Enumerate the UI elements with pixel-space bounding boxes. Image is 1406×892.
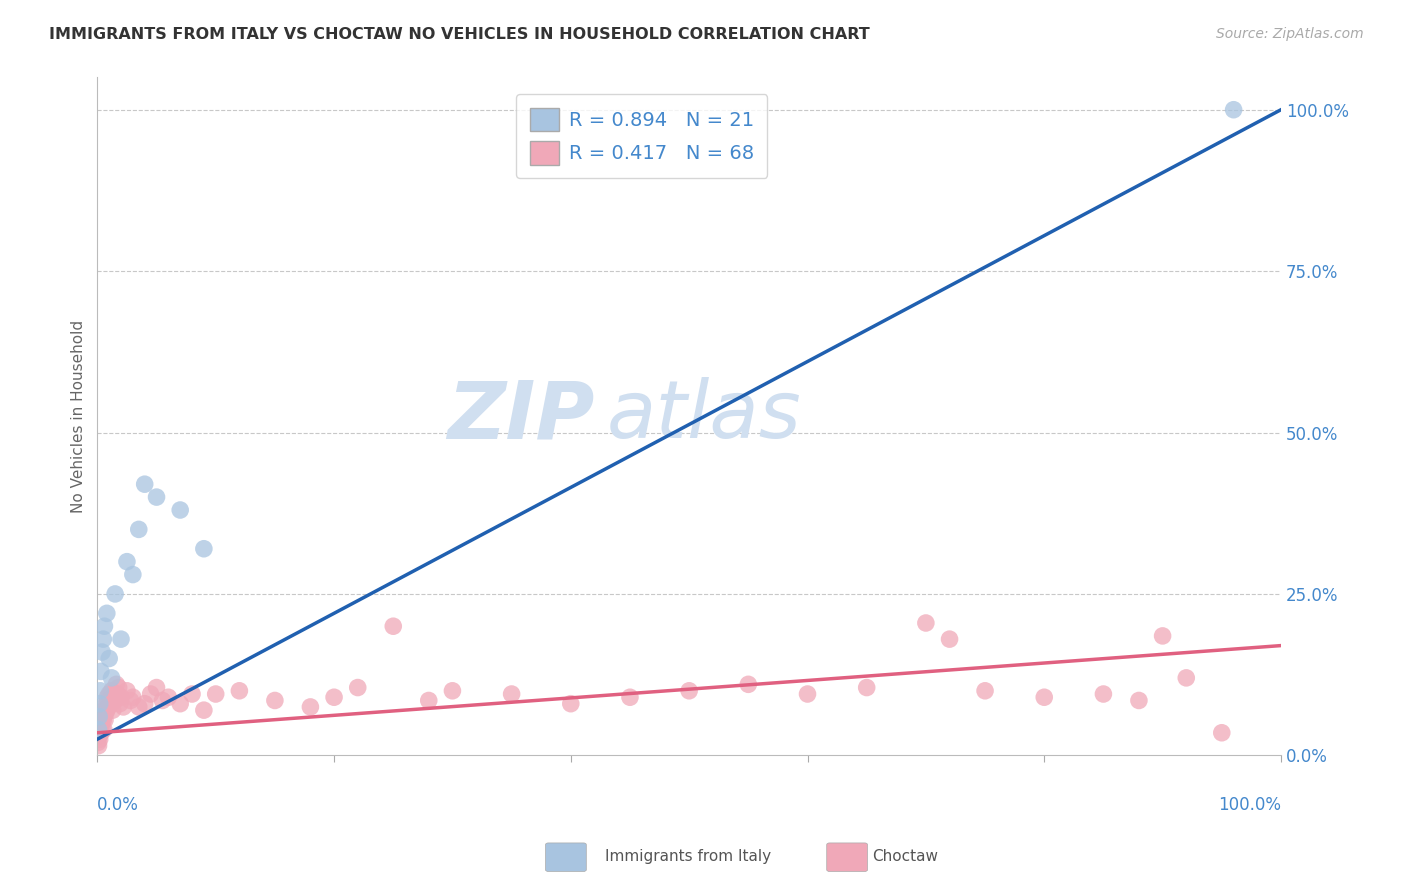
Point <box>101 703 124 717</box>
Point <box>169 503 191 517</box>
Point <box>89 697 111 711</box>
Point <box>104 587 127 601</box>
Point <box>737 677 759 691</box>
Point <box>299 700 322 714</box>
Point <box>100 683 122 698</box>
Legend: R = 0.894   N = 21, R = 0.417   N = 68: R = 0.894 N = 21, R = 0.417 N = 68 <box>516 94 768 178</box>
Point <box>915 615 938 630</box>
Point <box>100 671 122 685</box>
Point <box>97 700 120 714</box>
Point <box>193 541 215 556</box>
Y-axis label: No Vehicles in Household: No Vehicles in Household <box>72 320 86 513</box>
Point <box>441 683 464 698</box>
Point <box>90 725 112 739</box>
Point <box>91 723 114 737</box>
Point <box>1092 687 1115 701</box>
Point <box>91 645 114 659</box>
Point <box>134 697 156 711</box>
Text: Choctaw: Choctaw <box>872 849 938 863</box>
Text: 100.0%: 100.0% <box>1218 796 1281 814</box>
Point <box>96 690 118 705</box>
Point <box>94 706 117 721</box>
Point <box>96 703 118 717</box>
Point <box>89 719 111 733</box>
Point <box>93 703 115 717</box>
Point <box>89 732 111 747</box>
Point <box>346 681 368 695</box>
Point <box>974 683 997 698</box>
Point <box>204 687 226 701</box>
Text: IMMIGRANTS FROM ITALY VS CHOCTAW NO VEHICLES IN HOUSEHOLD CORRELATION CHART: IMMIGRANTS FROM ITALY VS CHOCTAW NO VEHI… <box>49 27 870 42</box>
Point <box>115 555 138 569</box>
Point <box>145 490 167 504</box>
Point <box>382 619 405 633</box>
Point <box>145 681 167 695</box>
Point <box>1211 725 1233 739</box>
Point <box>1175 671 1198 685</box>
Point <box>120 693 142 707</box>
Point <box>157 690 180 705</box>
Point <box>107 687 129 701</box>
Point <box>152 693 174 707</box>
Point <box>169 697 191 711</box>
Point <box>1128 693 1150 707</box>
Point <box>90 716 112 731</box>
Point <box>87 723 110 737</box>
Point <box>134 477 156 491</box>
Point <box>323 690 346 705</box>
Point <box>181 687 204 701</box>
Point <box>93 619 115 633</box>
Text: Source: ZipAtlas.com: Source: ZipAtlas.com <box>1216 27 1364 41</box>
Point <box>91 709 114 723</box>
Point <box>89 729 111 743</box>
Point <box>103 690 125 705</box>
Point <box>1033 690 1056 705</box>
Point <box>93 723 115 737</box>
Point <box>121 567 143 582</box>
Point <box>228 683 250 698</box>
Point <box>501 687 523 701</box>
Point <box>91 713 114 727</box>
Point <box>855 681 877 695</box>
Point <box>89 709 111 723</box>
Point <box>98 651 121 665</box>
Point <box>91 632 114 647</box>
Text: ZIP: ZIP <box>447 377 595 456</box>
Point <box>105 677 128 691</box>
Point <box>678 683 700 698</box>
Point <box>938 632 960 647</box>
Point <box>98 697 121 711</box>
Point <box>121 690 143 705</box>
Point <box>89 683 111 698</box>
Point <box>139 687 162 701</box>
Point <box>560 697 582 711</box>
Point <box>110 690 132 705</box>
Point <box>1222 103 1244 117</box>
Point <box>94 713 117 727</box>
Point <box>87 735 110 749</box>
Point <box>115 683 138 698</box>
Point <box>418 693 440 707</box>
Point <box>107 681 129 695</box>
Point <box>112 700 135 714</box>
Point <box>87 739 110 753</box>
Point <box>1152 629 1174 643</box>
Point <box>619 690 641 705</box>
Point <box>110 632 132 647</box>
Point <box>90 665 112 679</box>
Point <box>264 693 287 707</box>
Point <box>128 522 150 536</box>
Point <box>96 697 118 711</box>
Text: Immigrants from Italy: Immigrants from Italy <box>605 849 770 863</box>
Point <box>796 687 818 701</box>
Text: atlas: atlas <box>606 377 801 456</box>
Point <box>97 693 120 707</box>
Text: 0.0%: 0.0% <box>97 796 139 814</box>
Point <box>108 697 131 711</box>
Point <box>104 693 127 707</box>
Point <box>128 700 150 714</box>
Point <box>96 607 118 621</box>
Point <box>193 703 215 717</box>
Point <box>98 687 121 701</box>
